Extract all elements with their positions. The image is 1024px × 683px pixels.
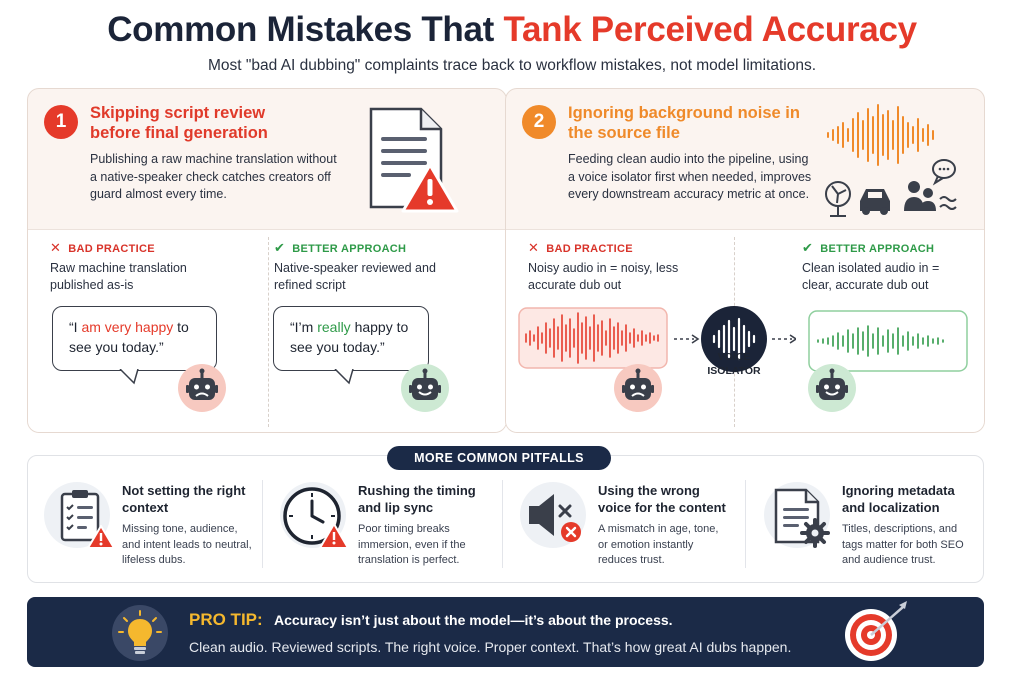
pro-tip-label: PRO TIP: bbox=[189, 610, 263, 629]
page-title: Common Mistakes That Tank Perceived Accu… bbox=[0, 10, 1024, 50]
mistake-title: Skipping script review before final gene… bbox=[90, 104, 268, 142]
cross-icon: ✕ bbox=[50, 240, 62, 255]
bubble-tail bbox=[119, 369, 139, 385]
pitfall-item: Rushing the timing and lip sync Poor tim… bbox=[266, 470, 491, 575]
better-approach-tag: ✔ BETTER APPROACH bbox=[802, 240, 934, 256]
document-warning-icon bbox=[369, 107, 459, 213]
speaker-mute-icon bbox=[529, 494, 581, 542]
bad-practice-tag: ✕ BAD PRACTICE bbox=[528, 240, 633, 256]
better-approach-text: Native-speaker reviewed and refined scri… bbox=[274, 261, 436, 292]
quote-highlight: am very happy bbox=[81, 319, 174, 335]
happy-robot-icon bbox=[401, 364, 449, 412]
pitfall-item: Ignoring metadata and localization Title… bbox=[750, 470, 975, 575]
bad-practice-text: Raw machine translation published as-is bbox=[50, 261, 187, 292]
bad-practice-label: BAD PRACTICE bbox=[546, 243, 633, 255]
mistake-number: 2 bbox=[522, 105, 556, 139]
mistake-panel-2: 2 Ignoring background noise in the sourc… bbox=[505, 88, 985, 433]
lightbulb-circle bbox=[112, 605, 168, 661]
mistake-number: 1 bbox=[44, 105, 78, 139]
bad-quote-bubble: “I am very happy to see you today.” bbox=[52, 306, 217, 371]
pitfall-title: Ignoring metadata and localization bbox=[842, 483, 955, 515]
quote-text: happy to see you today.” bbox=[290, 319, 409, 355]
mistake-description: Publishing a raw machine translation wit… bbox=[90, 152, 337, 201]
bad-practice-text: Noisy audio in = noisy, less accurate du… bbox=[528, 261, 679, 292]
pitfall-title: Not setting the right context bbox=[122, 483, 246, 515]
check-icon: ✔ bbox=[802, 240, 814, 255]
pitfall-title: Rushing the timing and lip sync bbox=[358, 483, 476, 515]
quote-text: to see you today.” bbox=[69, 319, 189, 355]
quote-highlight: really bbox=[317, 319, 351, 335]
pitfall-description: Titles, descriptions, and tags matter fo… bbox=[842, 523, 964, 566]
lightbulb-icon bbox=[118, 610, 162, 654]
document-gear-icon bbox=[774, 488, 830, 548]
pitfall-description: Poor timing breaks immersion, even if th… bbox=[358, 523, 466, 566]
better-approach-text: Clean isolated audio in = clear, accurat… bbox=[802, 261, 940, 292]
happy-robot-icon bbox=[808, 364, 856, 412]
pro-tip-banner: PRO TIP: Accuracy isn’t just about the m… bbox=[27, 597, 984, 667]
voice-isolator-label: VOICE ISOLATOR bbox=[707, 351, 761, 377]
noisy-waveform-icon bbox=[518, 307, 668, 369]
pitfalls-label: MORE COMMON PITFALLS bbox=[387, 446, 611, 470]
cross-icon: ✕ bbox=[528, 240, 540, 255]
divider bbox=[745, 480, 746, 568]
bubble-tail bbox=[334, 369, 354, 385]
pitfall-description: Missing tone, audience, and intent leads… bbox=[122, 523, 252, 566]
clipboard-warning-icon bbox=[60, 490, 115, 549]
page-subtitle: Most "bad AI dubbing" complaints trace b… bbox=[207, 57, 817, 74]
quote-text: “I bbox=[69, 319, 82, 335]
better-approach-label: BETTER APPROACH bbox=[292, 243, 407, 255]
divider bbox=[262, 480, 263, 568]
sad-robot-icon bbox=[614, 364, 662, 412]
sad-robot-icon bbox=[178, 364, 226, 412]
better-approach-label: BETTER APPROACH bbox=[820, 243, 935, 255]
audio-waveform-noise-icon bbox=[825, 104, 957, 217]
pitfall-item: Not setting the right context Missing to… bbox=[30, 470, 255, 575]
pitfall-item: Using the wrong voice for the content A … bbox=[506, 470, 731, 575]
better-approach-tag: ✔ BETTER APPROACH bbox=[274, 240, 406, 256]
quote-text: “I’m bbox=[290, 319, 318, 335]
divider bbox=[268, 237, 269, 427]
pro-tip-subline: Clean audio. Reviewed scripts. The right… bbox=[189, 639, 792, 655]
clean-waveform-icon bbox=[808, 310, 968, 372]
title-main: Common Mistakes That bbox=[107, 10, 504, 49]
bad-practice-tag: ✕ BAD PRACTICE bbox=[50, 240, 155, 256]
target-icon bbox=[845, 601, 907, 661]
mistake-title: Ignoring background noise in the source … bbox=[568, 104, 800, 142]
pro-tip-headline: Accuracy isn’t just about the model—it’s… bbox=[274, 612, 673, 628]
divider bbox=[502, 480, 503, 568]
voice-isolator-icon bbox=[674, 306, 796, 372]
pitfall-description: A mismatch in age, tone, or emotion inst… bbox=[598, 523, 719, 566]
check-icon: ✔ bbox=[274, 240, 286, 255]
pitfall-title: Using the wrong voice for the content bbox=[598, 483, 726, 515]
bad-practice-label: BAD PRACTICE bbox=[68, 243, 155, 255]
clock-warning-icon bbox=[283, 487, 349, 549]
title-accent: Tank Perceived Accuracy bbox=[503, 10, 917, 49]
mistake-description: Feeding clean audio into the pipeline, u… bbox=[568, 152, 812, 201]
good-quote-bubble: “I’m really happy to see you today.” bbox=[273, 306, 429, 371]
mistake-panel-1: 1 Skipping script review before final ge… bbox=[27, 88, 507, 433]
